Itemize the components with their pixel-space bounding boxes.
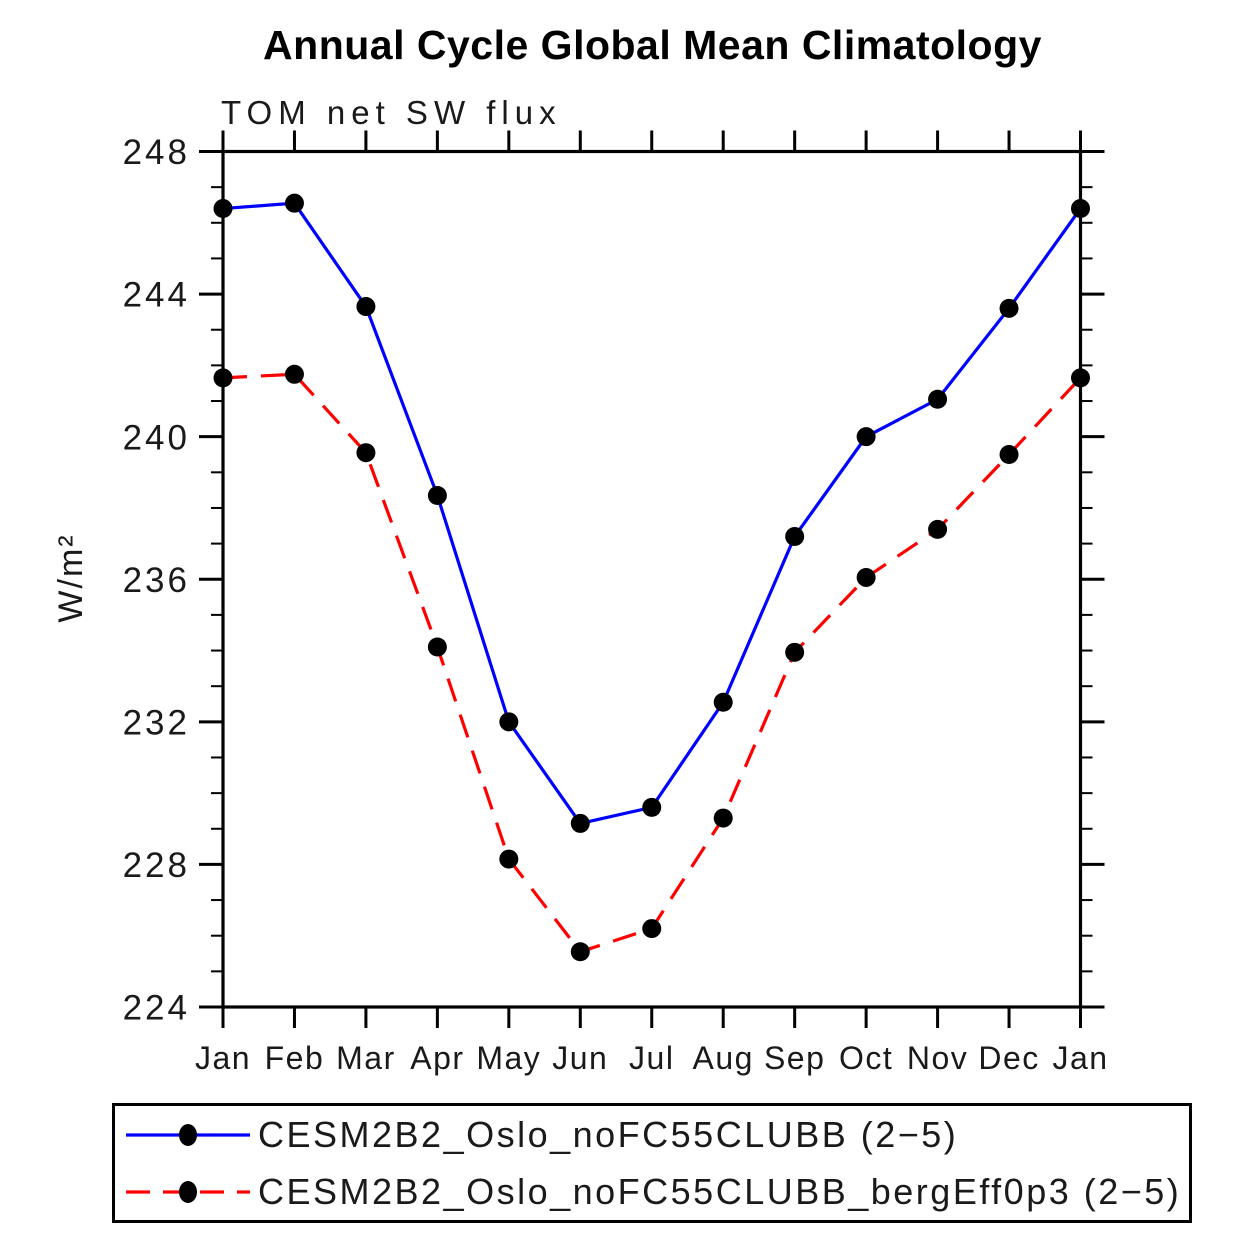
- data-point-marker-s2: [356, 443, 376, 463]
- data-point-marker-s2: [642, 919, 662, 939]
- data-point-marker-s1: [213, 199, 233, 219]
- data-point-marker-s1: [1071, 199, 1090, 219]
- y-tick-label: 228: [123, 846, 190, 885]
- x-tick-label: Jan: [1052, 1040, 1108, 1076]
- data-point-marker-s1: [570, 813, 590, 833]
- plot-area: W/m² 224 228 232 236 240 244 248 Jan Feb Mar Apr Ma…: [52, 130, 1108, 1076]
- x-tick-label: Feb: [265, 1040, 325, 1076]
- x-tick-label: Jul: [629, 1040, 674, 1076]
- x-tick-label: Dec: [978, 1040, 1039, 1076]
- data-point-marker-s2: [785, 642, 805, 662]
- marker-dot-icon: [179, 1123, 197, 1146]
- x-tick-label: Sep: [764, 1040, 825, 1076]
- data-point-marker-s1: [713, 692, 733, 712]
- data-point-marker-s2: [427, 637, 447, 657]
- data-point-marker-s2: [999, 444, 1019, 464]
- y-tick-label: 232: [123, 703, 190, 742]
- y-axis-label: W/m²: [52, 533, 90, 622]
- chart-title: Annual Cycle Global Mean Climatology: [263, 22, 1042, 68]
- data-point-marker-s2: [284, 364, 304, 384]
- data-point-marker-s1: [785, 526, 805, 546]
- data-point-marker-s1: [284, 193, 304, 213]
- chart-subtitle: TOM net SW flux: [221, 94, 562, 131]
- y-tick-label: 240: [123, 418, 190, 457]
- legend-item-series2: CESM2B2_Oslo_noFC55CLUBB_bergEff0p3 (2−5…: [115, 1163, 1189, 1220]
- data-point-marker-s1: [999, 298, 1019, 318]
- y-tick-label: 224: [123, 989, 190, 1028]
- data-point-marker-s2: [856, 567, 876, 587]
- data-point-marker-s1: [356, 297, 376, 317]
- data-point-marker-s2: [713, 808, 733, 828]
- x-tick-label: Oct: [839, 1040, 893, 1076]
- data-point-marker-s1: [856, 427, 876, 447]
- x-tick-label: Nov: [907, 1040, 968, 1076]
- data-point-marker-s1: [427, 485, 447, 505]
- x-tick-label: Mar: [336, 1040, 396, 1076]
- legend-label-series1: CESM2B2_Oslo_noFC55CLUBB (2−5): [258, 1113, 959, 1155]
- data-point-marker-s2: [570, 942, 590, 962]
- x-tick-label: Apr: [410, 1040, 464, 1076]
- data-point-marker-s2: [928, 519, 948, 539]
- series-line-2: [222, 372, 1082, 954]
- data-point-marker-s2: [213, 368, 233, 388]
- legend-label-series2: CESM2B2_Oslo_noFC55CLUBB_bergEff0p3 (2−5…: [258, 1170, 1182, 1212]
- plot-border: [221, 149, 1083, 1009]
- data-point-marker-s1: [499, 712, 519, 732]
- series-line-1: [222, 201, 1082, 826]
- data-point-marker-s1: [642, 797, 662, 817]
- legend: CESM2B2_Oslo_noFC55CLUBB (2−5) CESM2B2_O…: [112, 1103, 1192, 1223]
- x-tick-label: Jun: [552, 1040, 608, 1076]
- legend-sample-solid-blue: [126, 1123, 250, 1146]
- data-point-marker-s2: [1071, 368, 1090, 388]
- y-tick-label: 248: [123, 133, 190, 172]
- y-tick-label: 236: [123, 561, 190, 600]
- legend-sample-dashed-red: [126, 1180, 250, 1203]
- x-tick-label: May: [476, 1040, 541, 1076]
- marker-dot-icon: [179, 1180, 197, 1203]
- legend-item-series1: CESM2B2_Oslo_noFC55CLUBB (2−5): [115, 1106, 1189, 1163]
- y-tick-label: 244: [123, 276, 190, 315]
- x-tick-label: Jan: [195, 1040, 251, 1076]
- x-tick-label: Aug: [692, 1040, 753, 1076]
- data-point-marker-s2: [499, 849, 519, 869]
- data-point-marker-s1: [928, 389, 948, 409]
